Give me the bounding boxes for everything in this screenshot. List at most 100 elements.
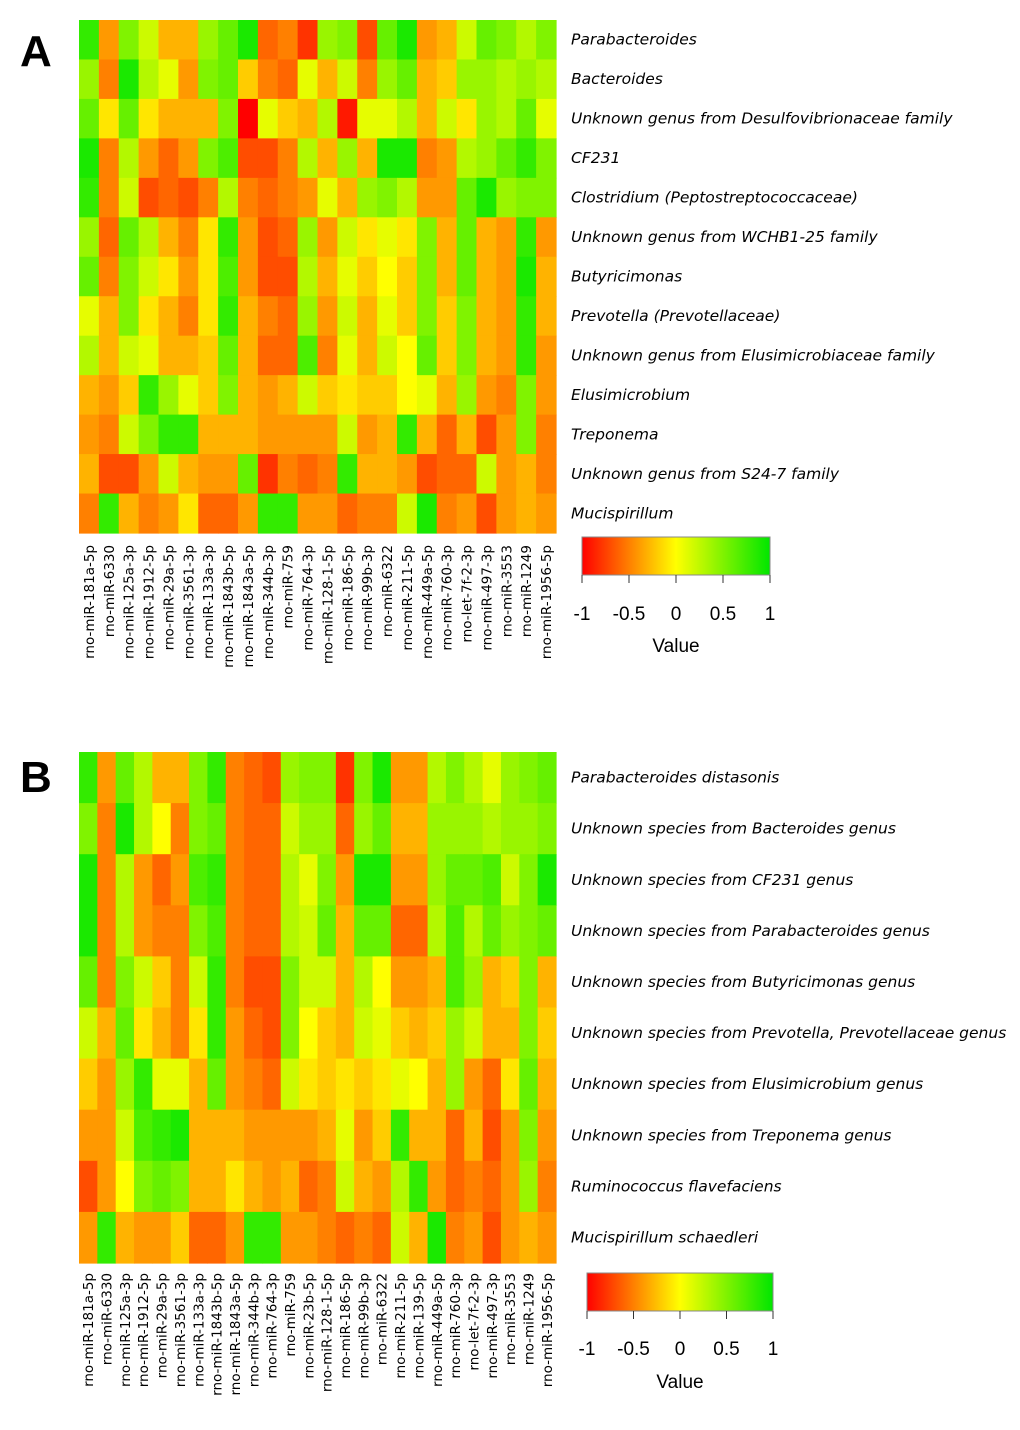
heatmap-cell: [262, 1211, 282, 1264]
heatmap-cell: [516, 98, 537, 139]
heatmap-cell: [335, 1160, 355, 1213]
heatmap-cell: [317, 1109, 337, 1162]
heatmap-cell: [257, 375, 279, 416]
row-label: Unknown species from CF231 genus: [571, 871, 853, 889]
heatmap-cell: [519, 752, 539, 804]
heatmap-cell: [79, 956, 98, 1009]
heatmap-cell: [390, 1058, 410, 1111]
row-label: Unknown species from Prevotella, Prevote…: [571, 1024, 1006, 1042]
heatmap-cell: [198, 454, 219, 495]
heatmap-cell: [516, 375, 537, 416]
heatmap-cell: [436, 59, 458, 100]
heatmap-cell: [500, 1211, 520, 1264]
panel-a-row-labels: Parabacteroides Bacteroides Unknown genus …: [571, 31, 953, 523]
heatmap-cell: [115, 752, 135, 804]
heatmap-cell: [299, 1160, 319, 1213]
heatmap-cell: [178, 138, 199, 179]
heatmap-cell: [519, 803, 539, 855]
heatmap-cell: [244, 854, 264, 906]
column-label: rno-miR-764-3p: [265, 1273, 281, 1379]
heatmap-cell: [134, 905, 153, 957]
heatmap-cell: [397, 375, 418, 416]
heatmap-cell: [118, 454, 140, 495]
heatmap-cell: [416, 138, 438, 179]
heatmap-cell: [476, 493, 497, 534]
heatmap-cell: [152, 803, 172, 855]
heatmap-cell: [456, 98, 478, 139]
heatmap-cell: [98, 375, 120, 416]
heatmap-cell: [519, 1109, 539, 1162]
column-label: rno-miR-764-3p: [301, 545, 317, 651]
heatmap-cell: [170, 1211, 190, 1264]
column-label: rno-miR-139-5p: [411, 1273, 427, 1379]
heatmap-cell: [317, 217, 338, 258]
heatmap-cell: [317, 752, 337, 804]
heatmap-cell: [372, 1058, 392, 1111]
legend-color-bar: [581, 536, 771, 576]
heatmap-cell: [257, 138, 279, 179]
heatmap-cell: [337, 217, 358, 258]
row-label: Parabacteroides distasonis: [571, 769, 779, 787]
panel-b: B Parabacteroides distasonis Unknown spec…: [20, 752, 1006, 1396]
legend-tick-label: 0.5: [713, 1339, 739, 1360]
heatmap-cell: [178, 177, 199, 218]
heatmap-cell: [79, 1211, 98, 1264]
heatmap-cell: [134, 1058, 153, 1111]
row-label: Unknown genus from WCHB1-25 family: [571, 228, 878, 246]
heatmap-cell: [297, 414, 319, 455]
legend-title: Value: [652, 636, 699, 657]
column-label: rno-miR-99b-3p: [356, 1273, 372, 1379]
heatmap-cell: [238, 375, 259, 416]
heatmap-cell: [390, 803, 410, 855]
heatmap-cell: [496, 454, 517, 495]
heatmap-cell: [476, 414, 497, 455]
heatmap-cell: [317, 335, 338, 376]
heatmap-cell: [299, 905, 319, 957]
heatmap-cell: [456, 20, 478, 61]
heatmap-cell: [238, 454, 259, 495]
heatmap-cell: [158, 414, 179, 455]
heatmap-cell: [464, 752, 484, 804]
heatmap-cell: [98, 296, 120, 337]
heatmap-cell: [257, 414, 279, 455]
heatmap-cell: [377, 414, 398, 455]
heatmap-cell: [138, 59, 160, 100]
row-label: Treponema: [571, 425, 658, 443]
heatmap-cell: [496, 177, 517, 218]
heatmap-cell: [280, 1160, 300, 1213]
heatmap-cell: [218, 59, 239, 100]
heatmap-cell: [482, 1007, 502, 1060]
heatmap-cell: [482, 1211, 502, 1264]
heatmap-cell: [536, 454, 557, 495]
heatmap-cell: [409, 956, 429, 1009]
heatmap-cell: [445, 803, 465, 855]
heatmap-cell: [158, 217, 179, 258]
heatmap-cell: [79, 98, 100, 139]
heatmap-cell: [445, 1007, 465, 1060]
heatmap-cell: [537, 1058, 557, 1111]
heatmap-cell: [262, 1007, 282, 1060]
heatmap-cell: [377, 20, 398, 61]
heatmap-cell: [317, 905, 337, 957]
heatmap-cell: [416, 20, 438, 61]
heatmap-cell: [118, 375, 140, 416]
heatmap-cell: [218, 256, 239, 297]
heatmap-cell: [238, 20, 259, 61]
heatmap-cell: [115, 956, 135, 1009]
heatmap-cell: [277, 98, 299, 139]
heatmap-cell: [390, 956, 410, 1009]
row-label: Butyricimonas: [571, 268, 682, 286]
heatmap-cell: [244, 1007, 264, 1060]
heatmap-cell: [152, 854, 172, 906]
heatmap-cell: [257, 296, 279, 337]
heatmap-cell: [519, 1007, 539, 1060]
heatmap-cell: [500, 752, 520, 804]
heatmap-cell: [377, 59, 398, 100]
heatmap-cell: [178, 20, 199, 61]
heatmap-cell: [207, 1211, 227, 1264]
heatmap-cell: [277, 454, 299, 495]
heatmap-cell: [496, 375, 517, 416]
heatmap-cell: [377, 217, 398, 258]
heatmap-cell: [207, 1160, 227, 1213]
heatmap-cell: [238, 177, 259, 218]
